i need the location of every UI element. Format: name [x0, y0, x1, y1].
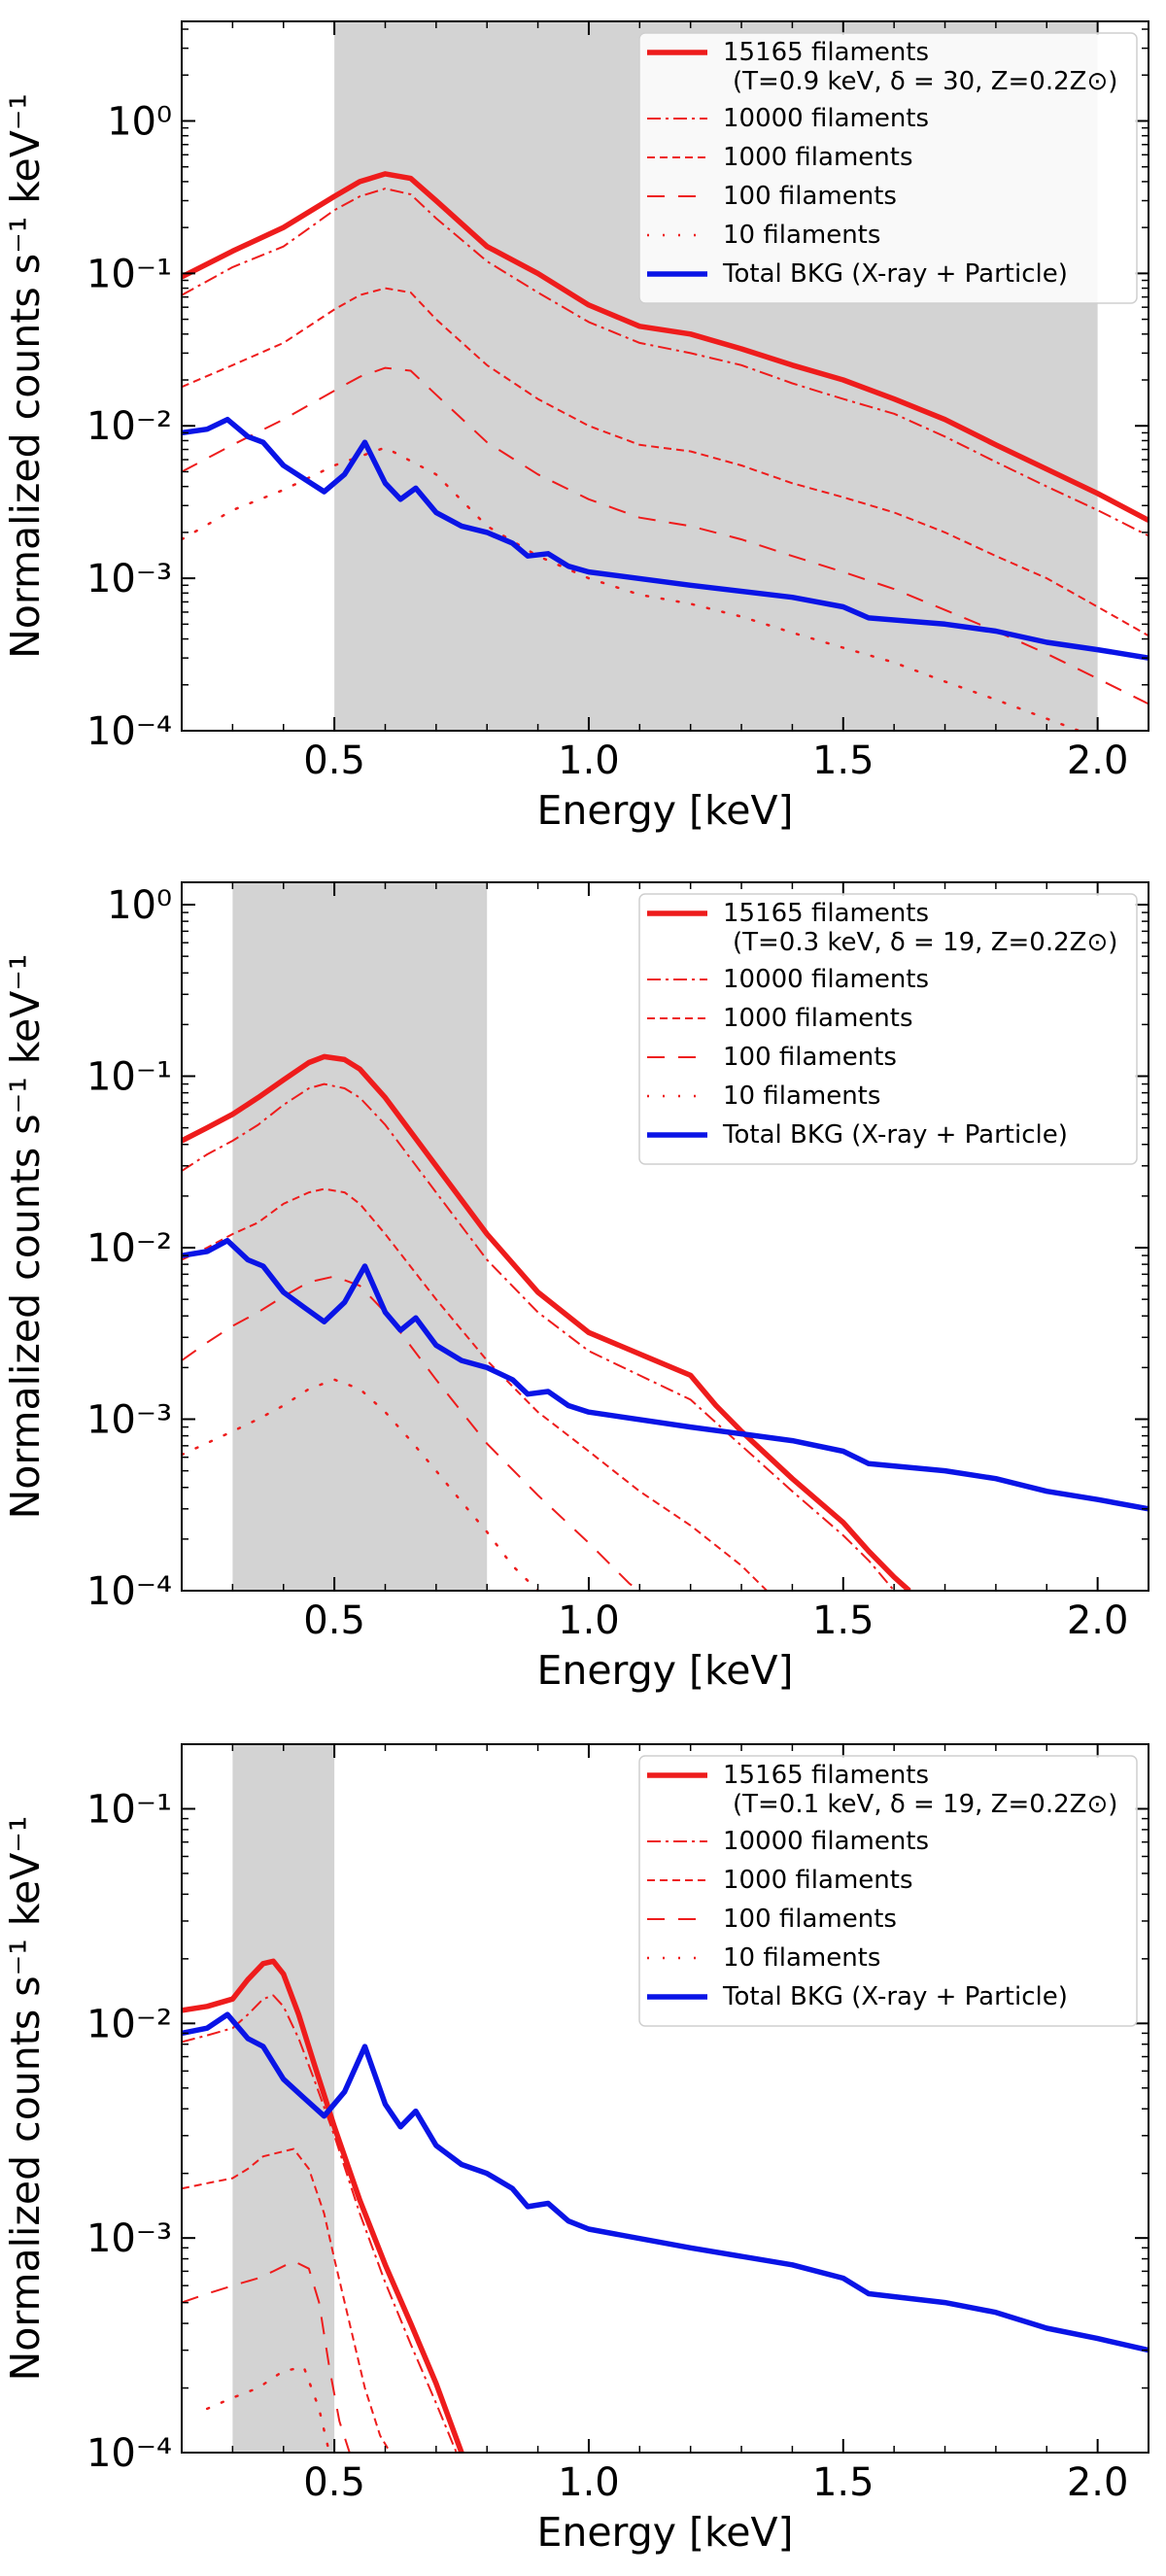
legend: 15165 filaments 10000 filaments 1000 filam… [638, 893, 1138, 1165]
series-line-filaments-15165 [182, 1958, 464, 2453]
x-tick-label: 1.5 [812, 2460, 874, 2505]
y-tick-label: 10⁻¹ [86, 1055, 172, 1100]
legend-label-filaments-10000: 10000 filaments [723, 965, 929, 994]
y-tick-label: 10⁰ [107, 99, 172, 144]
y-tick-label: 10⁻⁴ [86, 1569, 172, 1614]
y-tick-label: 10⁻⁴ [86, 709, 172, 754]
panel-bottom: 0.5 1.0 1.5 2.0 10⁻⁴ 10⁻³ 10⁻² 10⁻¹ Energy [keV]… [2, 1743, 1149, 2556]
x-axis-label: Energy [keV] [536, 1647, 793, 1694]
series-lines [182, 1053, 1149, 1591]
series-line-filaments-100 [182, 1275, 640, 1591]
legend-label-filaments-1000: 1000 filaments [723, 143, 913, 172]
legend-label-filaments-10000: 10000 filaments [723, 1827, 929, 1856]
legend-label-total-bkg: Total BKG (X-ray + Particle) [722, 1120, 1068, 1150]
y-tick-label: 10⁻² [86, 404, 172, 449]
x-axis-label: Energy [keV] [536, 787, 793, 834]
shaded-energy-band [232, 882, 488, 1591]
series-line-filaments-1000 [182, 1187, 768, 1591]
legend-label-filaments-100: 100 filaments [723, 1905, 897, 1934]
y-axis-label: Normalized counts s⁻¹ keV⁻¹ [2, 93, 49, 659]
y-tick-label: 10⁻¹ [86, 252, 172, 296]
x-tick-label: 1.5 [812, 738, 874, 783]
series-lines [182, 171, 1149, 731]
axes-frame [181, 881, 1149, 1592]
y-tick-label: 10⁻² [86, 1226, 172, 1271]
x-axis-label: Energy [keV] [536, 2509, 793, 2556]
x-tick-label: 2.0 [1067, 1598, 1129, 1643]
shaded-energy-band [232, 1744, 335, 2453]
series-line-filaments-10000 [182, 188, 1149, 537]
legend-label-filaments-100: 100 filaments [723, 1043, 897, 1072]
legend-model-params: (T=0.3 keV, δ = 19, Z=0.2Z⊙) [733, 928, 1117, 957]
legend-box [638, 1755, 1138, 2027]
legend-label-filaments-10000: 10000 filaments [723, 104, 929, 133]
series-line-filaments-10000 [182, 1082, 895, 1591]
legend-box [638, 893, 1138, 1165]
legend-label-filaments-100: 100 filaments [723, 182, 897, 211]
axes-frame [181, 20, 1149, 732]
legend-label-filaments-1000: 1000 filaments [723, 1004, 913, 1033]
y-tick-label: 10⁻³ [86, 2216, 172, 2261]
series-line-filaments-10 [182, 446, 1082, 731]
x-tick-label: 0.5 [303, 2460, 365, 2505]
y-tick-label: 10⁻³ [86, 557, 172, 601]
y-tick-label: 10⁻³ [86, 1398, 172, 1443]
legend-model-params: (T=0.9 keV, δ = 30, Z=0.2Z⊙) [733, 67, 1117, 96]
series-line-total-bkg [182, 2011, 1149, 2353]
series-line-filaments-100 [182, 2260, 351, 2453]
axes-frame [181, 1743, 1149, 2454]
legend-model-params: (T=0.1 keV, δ = 19, Z=0.2Z⊙) [733, 1790, 1117, 1819]
x-tick-label: 1.0 [558, 1598, 620, 1643]
x-tick-label: 0.5 [303, 738, 365, 783]
legend: 15165 filaments 10000 filaments 1000 filam… [638, 32, 1138, 304]
legend-label-filaments-15165: 15165 filaments [723, 899, 929, 928]
legend-label-total-bkg: Total BKG (X-ray + Particle) [722, 1982, 1068, 2011]
series-line-filaments-15165 [182, 171, 1149, 523]
series-line-total-bkg [182, 416, 1149, 661]
y-tick-label: 10⁰ [107, 883, 172, 928]
x-tick-label: 0.5 [303, 1598, 365, 1643]
y-tick-label: 10⁻² [86, 2002, 172, 2046]
series-lines [182, 1958, 1149, 2453]
y-axis-label: Normalized counts s⁻¹ keV⁻¹ [2, 954, 49, 1520]
y-tick-label: 10⁻⁴ [86, 2431, 172, 2476]
legend-box [638, 32, 1138, 304]
legend-label-filaments-10: 10 filaments [723, 1082, 880, 1111]
series-line-filaments-1000 [182, 287, 1149, 637]
panel-middle: 0.5 1.0 1.5 2.0 10⁻⁴ 10⁻³ 10⁻² 10⁻¹ 10⁰ Energy [k… [2, 881, 1149, 1694]
x-tick-label: 2.0 [1067, 2460, 1129, 2505]
legend-label-filaments-1000: 1000 filaments [723, 1866, 913, 1895]
x-tick-label: 1.0 [558, 2460, 620, 2505]
legend-label-total-bkg: Total BKG (X-ray + Particle) [722, 259, 1068, 289]
legend-label-filaments-10: 10 filaments [723, 221, 880, 250]
series-line-filaments-100 [182, 366, 1149, 705]
legend-label-filaments-15165: 15165 filaments [723, 38, 929, 67]
legend-label-filaments-15165: 15165 filaments [723, 1761, 929, 1790]
legend: 15165 filaments 10000 filaments 1000 filam… [638, 1755, 1138, 2027]
panel-top: 0.5 1.0 1.5 2.0 10⁻⁴ 10⁻³ 10⁻² 10⁻¹ 10⁰ Energy [k… [2, 20, 1149, 834]
series-line-filaments-15165 [182, 1053, 911, 1591]
y-tick-label: 10⁻¹ [86, 1787, 172, 1832]
legend-label-filaments-10: 10 filaments [723, 1943, 880, 1973]
y-axis-label: Normalized counts s⁻¹ keV⁻¹ [2, 1816, 49, 2382]
x-tick-label: 1.5 [812, 1598, 874, 1643]
series-line-filaments-1000 [182, 2147, 392, 2453]
x-tick-label: 1.0 [558, 738, 620, 783]
series-line-total-bkg [182, 1237, 1149, 1512]
x-tick-label: 2.0 [1067, 738, 1129, 783]
